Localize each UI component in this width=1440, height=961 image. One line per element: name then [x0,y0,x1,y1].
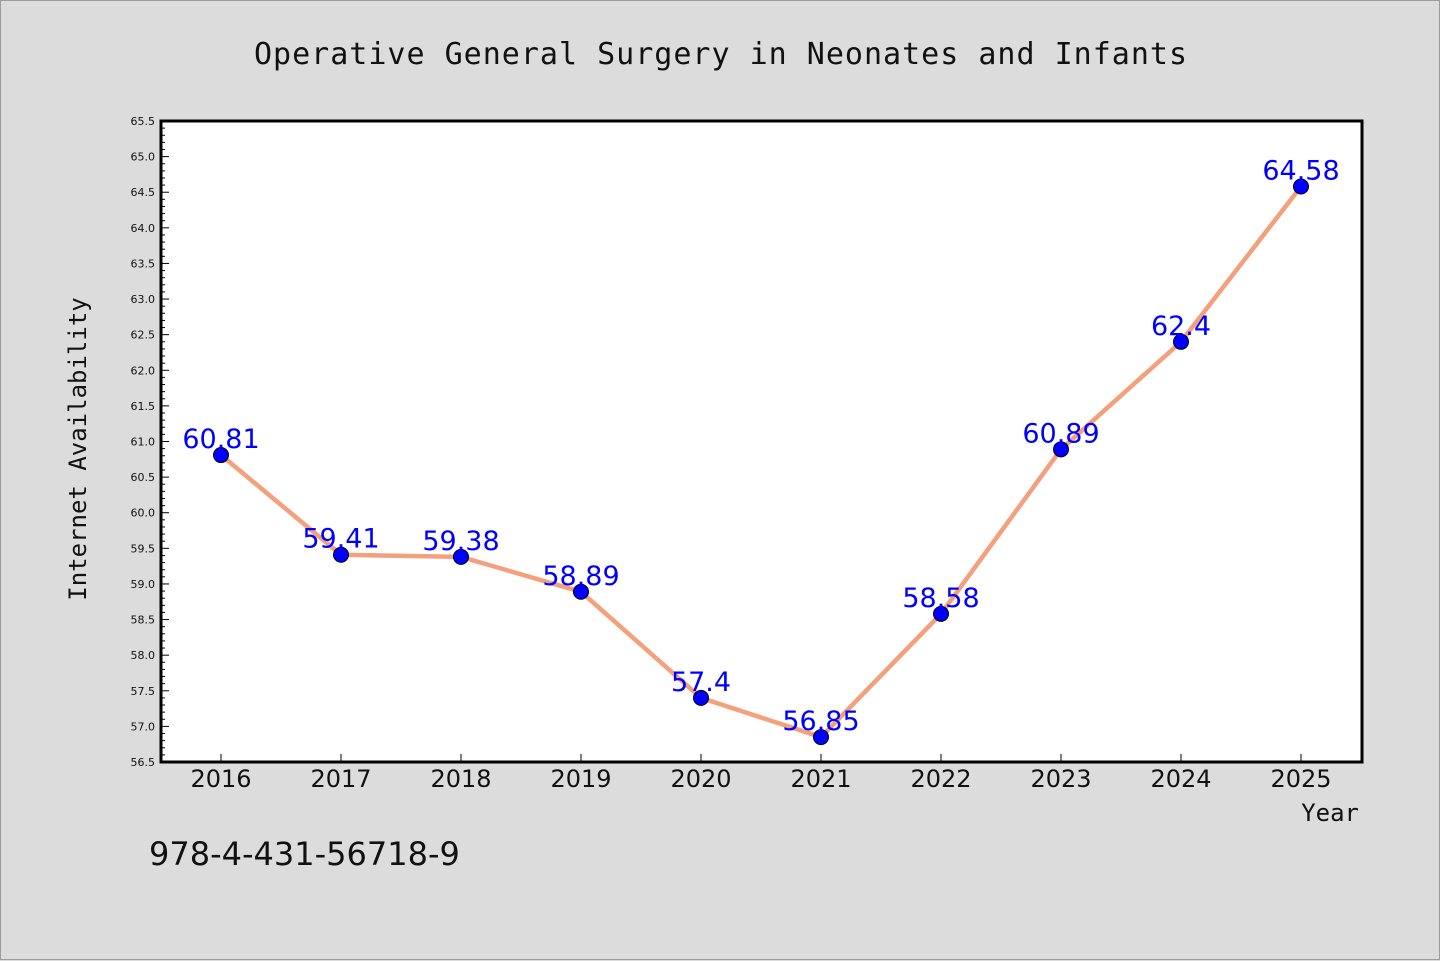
y-tick-label: 65.5 [131,115,156,128]
data-point [1053,441,1069,458]
x-axis-label: Year [1301,799,1359,827]
data-point [213,447,229,464]
y-tick-label: 65.0 [131,151,156,164]
x-tick-label: 2018 [430,765,491,793]
chart-title: Operative General Surgery in Neonates an… [254,37,1188,72]
y-tick-label: 62.0 [131,364,156,377]
plot-area [159,119,1364,764]
data-label: 58.58 [902,583,979,614]
series-line [218,184,1304,740]
y-axis-ticks: 56.5 57.0 57.5 58.0 58.5 59.0 59.5 60.0 60.5 61.0… [131,115,169,769]
x-tick-label: 2024 [1150,765,1211,793]
y-tick-label: 62.5 [131,329,156,342]
y-tick-label: 60.0 [131,507,156,520]
x-tick-label: 2020 [670,765,731,793]
data-point [573,583,589,600]
data-label: 62.4 [1151,311,1211,342]
y-tick-label: 60.5 [131,471,156,484]
y-tick-label: 61.0 [131,436,156,449]
data-point [1293,178,1309,195]
y-axis-label: Internet Availability [64,297,92,600]
x-tick-label: 2017 [310,765,371,793]
y-tick-label: 59.5 [131,542,156,555]
x-tick-label: 2025 [1270,765,1331,793]
data-point [813,729,829,746]
x-tick-label: 2016 [190,765,251,793]
data-label: 57.4 [671,667,731,698]
x-axis-ticks: 2016 2017 2018 2019 2020 2021 2022 2023 2024 2025 [190,754,1332,793]
isbn-text: 978-4-431-56718-9 [149,835,460,873]
data-label: 58.89 [542,561,619,592]
y-tick-label: 58.5 [131,614,156,627]
data-point [1173,333,1189,350]
y-tick-label: 63.5 [131,257,156,270]
data-point [333,546,349,563]
data-point [933,605,949,622]
data-label: 56.85 [782,706,859,737]
y-tick-label: 58.0 [131,649,156,662]
y-tick-label: 56.5 [131,756,156,769]
data-markers [213,178,1309,746]
data-labels: 60.81 59.41 59.38 58.89 57.4 56.85 58.58 60.89 6… [182,156,1339,738]
data-label: 60.89 [1022,418,1099,449]
y-tick-label: 57.5 [131,685,156,698]
y-tick-label: 64.0 [131,222,156,235]
x-tick-label: 2019 [550,765,611,793]
data-label: 59.41 [302,524,379,555]
data-point [453,548,469,565]
x-tick-label: 2023 [1030,765,1091,793]
y-tick-label: 59.0 [131,578,156,591]
y-tick-label: 63.0 [131,293,156,306]
y-tick-label: 61.5 [131,400,156,413]
y-tick-label: 57.0 [131,720,156,733]
data-point [693,689,709,706]
y-tick-label: 64.5 [131,186,156,199]
x-tick-label: 2021 [790,765,851,793]
data-label: 64.58 [1262,156,1339,187]
data-label: 60.81 [182,424,259,455]
x-tick-label: 2022 [910,765,971,793]
data-label: 59.38 [422,526,499,557]
